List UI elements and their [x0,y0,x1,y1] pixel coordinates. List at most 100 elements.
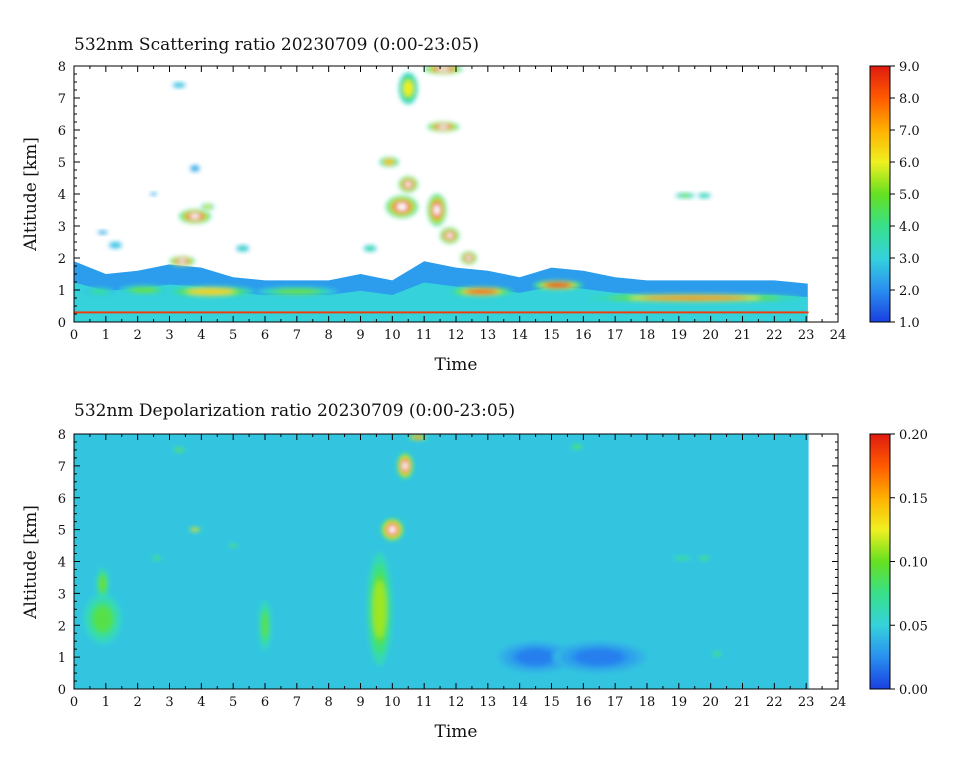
chart-title: 532nm Depolarization ratio 20230709 (0:0… [74,401,515,421]
data-feature [188,527,202,533]
y-axis-label: Altitude [km] [21,137,41,252]
data-feature [672,556,692,561]
data-feature [166,285,255,298]
data-feature [570,443,584,450]
panel-depolarization-ratio: 532nm Depolarization ratio 20230709 (0:0… [21,401,928,742]
x-axis-label: Time [435,722,478,742]
x-tick-label: 8 [325,328,333,343]
x-tick-label: 19 [671,695,688,710]
colorbar-tick-label: 0.05 [899,619,928,634]
y-tick-label: 6 [58,492,66,507]
data-feature [698,556,711,561]
data-feature [552,641,647,673]
data-feature [587,293,802,303]
x-tick-label: 13 [480,328,497,343]
colorbar-tick-label: 8.0 [899,92,920,107]
x-tick-label: 10 [384,328,401,343]
colorbar-gradient [869,65,891,323]
colorbar-gradient [869,433,891,690]
colorbar-tick-label: 7.0 [899,124,920,139]
y-tick-label: 7 [58,92,66,107]
data-feature [172,447,186,453]
x-tick-label: 10 [384,695,401,710]
x-tick-label: 2 [134,328,142,343]
x-tick-label: 1 [102,695,110,710]
x-tick-label: 7 [293,328,301,343]
data-feature [109,242,122,249]
data-feature [169,256,195,266]
colorbar-tick-label: 3.0 [899,252,920,267]
data-feature [398,72,418,105]
colorbar: 1.0 2.0 3.0 4.0 5.0 6.0 7.0 8.0 9.0 [869,60,920,331]
data-feature [698,193,711,199]
data-feature [83,287,116,296]
x-tick-label: 22 [766,328,783,343]
data-feature [83,593,122,645]
data-feature [179,209,211,224]
plot-area: 0 1 2 3 4 5 6 7 8 9 10 11 12 13 14 15 16 17 18 19 20 21 22 23 24… [58,428,847,710]
data-feature [96,568,109,600]
x-tick-label: 9 [356,328,364,343]
x-tick-label: 17 [607,695,624,710]
data-feature [712,651,722,657]
colorbar-tick-label: 6.0 [899,156,920,171]
panel-scattering-ratio: 532nm Scattering ratio 20230709 (0:00-23… [21,35,920,375]
y-tick-label: 2 [58,252,66,267]
data-feature [172,82,186,88]
y-axis-label: Altitude [km] [21,505,41,620]
data-feature [398,176,418,193]
data-feature [424,66,463,74]
data-feature [118,285,170,295]
data-feature [440,227,460,244]
colorbar-tick-label: 1.0 [899,316,920,331]
x-tick-label: 4 [197,695,205,710]
data-feature [460,251,477,265]
y-tick-label: 5 [58,524,66,539]
colorbar: 0.00 0.05 0.10 0.15 0.20 [869,428,928,698]
data-feature [190,165,200,172]
data-feature [367,552,393,666]
x-tick-label: 18 [639,328,656,343]
data-feature [427,122,459,132]
data-feature [427,194,447,226]
x-tick-label: 11 [416,328,433,343]
y-tick-label: 1 [58,284,66,299]
x-tick-label: 12 [448,695,465,710]
data-feature [258,600,272,651]
y-tick-label: 7 [58,460,66,475]
data-feature [363,245,377,252]
data-feature [236,245,250,252]
x-tick-label: 22 [766,695,783,710]
data-feature [255,286,338,297]
data-feature [150,192,157,196]
x-tick-label: 20 [702,695,719,710]
data-feature [675,193,695,199]
data-feature [228,543,238,548]
x-tick-label: 19 [671,328,688,343]
x-axis-label: Time [435,355,478,375]
colorbar-tick-label: 4.0 [899,220,920,235]
data-feature [386,195,418,218]
colorbar-tick-label: 0.15 [899,492,928,507]
x-tick-label: 15 [543,695,560,710]
data-feature [97,230,108,235]
data-feature [532,280,584,290]
y-tick-label: 3 [58,220,66,235]
x-tick-label: 23 [798,328,815,343]
y-tick-label: 4 [58,556,66,571]
x-tick-label: 21 [734,695,751,710]
data-feature [152,555,162,561]
x-tick-label: 4 [197,328,205,343]
y-tick-label: 3 [58,587,66,602]
x-tick-label: 9 [356,695,364,710]
x-tick-label: 23 [798,695,815,710]
chart-title: 532nm Scattering ratio 20230709 (0:00-23… [74,35,479,55]
colorbar-tick-label: 0.00 [899,683,928,698]
colorbar-tick-label: 9.0 [899,60,920,75]
x-tick-label: 5 [229,328,237,343]
y-tick-label: 4 [58,188,66,203]
x-tick-label: 24 [830,328,847,343]
x-tick-label: 13 [480,695,497,710]
x-tick-label: 14 [511,695,528,710]
y-tick-label: 2 [58,619,66,634]
